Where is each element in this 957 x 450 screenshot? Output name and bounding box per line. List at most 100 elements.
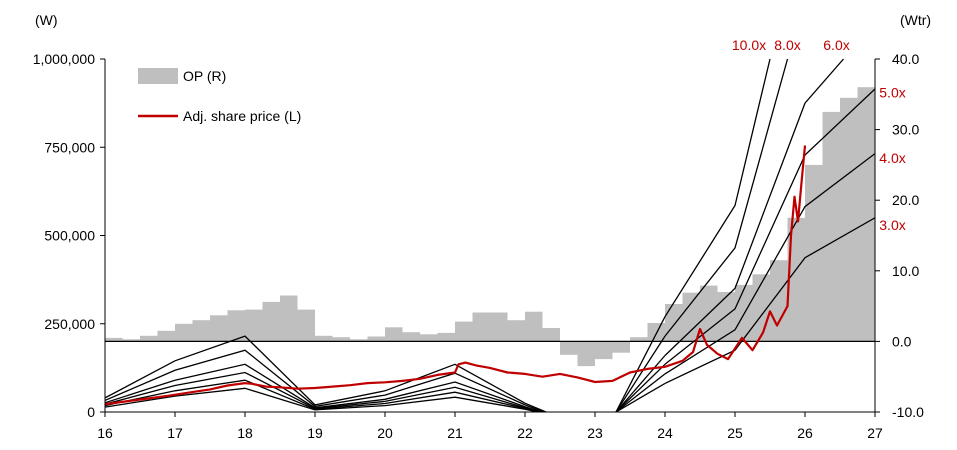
op-bar: [490, 312, 508, 342]
op-bar: [175, 323, 193, 342]
right-axis-unit: (Wtr): [900, 12, 931, 28]
legend-price-label: Adj. share price (L): [183, 108, 301, 124]
op-bar: [297, 309, 315, 342]
multiple-line-10.0x: [664, 58, 771, 318]
op-bar: [840, 97, 858, 342]
op-bar: [595, 341, 613, 360]
op-bar: [402, 332, 420, 342]
multiple-line-4.0x: [105, 379, 526, 410]
op-bar: [140, 335, 158, 342]
right-axis-ticks: -10.0 0.0 10.0 20.0 30.0 40.0: [875, 51, 924, 420]
op-bar: [630, 337, 648, 342]
x-tick-label: 24: [657, 425, 673, 441]
op-bar: [822, 111, 840, 342]
x-tick-label: 26: [797, 425, 813, 441]
left-axis-unit: (W): [35, 12, 58, 28]
multiple-label: 5.0x: [879, 85, 905, 101]
right-tick-label: 10.0: [892, 263, 919, 279]
x-tick-label: 27: [867, 425, 883, 441]
multiple-line-5.0x: [664, 88, 875, 365]
multiple-rise-segment: [615, 363, 666, 412]
op-bar: [262, 301, 280, 342]
op-bar: [437, 332, 455, 342]
legend: OP (R) Adj. share price (L): [138, 68, 301, 124]
op-bars: [105, 87, 875, 367]
op-bar: [245, 309, 263, 342]
multiple-label: 8.0x: [774, 37, 800, 53]
op-bar: [717, 292, 735, 342]
multiple-line-3.0x: [105, 387, 526, 411]
multiple-line-6.0x: [664, 58, 844, 356]
multiple-rise-segment: [615, 335, 666, 412]
multiple-label: 4.0x: [879, 150, 905, 166]
share-price-line-group: [105, 145, 807, 406]
op-bar: [332, 337, 350, 342]
op-bar: [665, 304, 683, 342]
op-bar: [105, 337, 123, 342]
left-tick-label: 750,000: [44, 139, 95, 155]
op-bar: [367, 336, 385, 342]
right-tick-label: 40.0: [892, 51, 919, 67]
left-tick-label: 500,000: [44, 228, 95, 244]
right-tick-label: -10.0: [892, 404, 924, 420]
op-bar: [385, 327, 403, 342]
op-bar: [350, 339, 368, 342]
multiple-line-4.0x: [664, 153, 875, 375]
multiple-label: 10.0x: [732, 37, 766, 53]
multiple-fall-segment: [524, 402, 547, 412]
op-bar: [560, 341, 578, 355]
left-tick-label: 250,000: [44, 316, 95, 332]
share-price-line: [105, 145, 807, 406]
op-bar: [157, 330, 175, 342]
op-bar: [315, 335, 333, 342]
multiple-line-3.0x: [664, 217, 875, 384]
x-tick-label: 25: [727, 425, 743, 441]
left-tick-label: 0: [87, 404, 95, 420]
op-bar: [647, 323, 665, 342]
legend-op-swatch: [138, 68, 178, 84]
x-tick-label: 21: [447, 425, 463, 441]
op-bar: [210, 315, 228, 342]
op-bar: [420, 334, 438, 342]
legend-op-label: OP (R): [183, 68, 226, 84]
op-bar: [542, 328, 560, 342]
right-tick-label: 0.0: [892, 333, 912, 349]
op-bar: [787, 217, 805, 342]
multiple-rise-segment: [615, 382, 666, 412]
right-tick-label: 20.0: [892, 192, 919, 208]
multiple-fall-segment: [524, 404, 545, 412]
x-axis-ticks: 16 17 18 19 20 21 22 23 24 25 26 27: [97, 412, 883, 441]
op-bar: [682, 292, 700, 342]
multiple-line-10.0x: [105, 335, 526, 406]
x-tick-label: 19: [307, 425, 323, 441]
op-bar: [612, 341, 630, 353]
op-bar: [192, 320, 210, 342]
multiple-line-8.0x: [664, 58, 789, 337]
multiple-line-5.0x: [105, 371, 526, 410]
multiple-rise-segment: [615, 373, 666, 412]
multiple-labels: 10.0x 8.0x 6.0x 5.0x 4.0x 3.0x: [732, 37, 906, 233]
multiple-line-6.0x: [105, 363, 526, 409]
x-tick-label: 18: [237, 425, 253, 441]
op-bar: [577, 341, 595, 367]
op-bar: [122, 339, 140, 342]
left-axis-ticks: 0 250,000 500,000 750,000 1,000,000: [33, 51, 105, 420]
op-bar: [455, 321, 473, 342]
op-bar: [857, 87, 875, 342]
op-bar: [472, 312, 490, 342]
op-bar: [507, 320, 525, 342]
multiple-label: 6.0x: [823, 37, 849, 53]
op-bar: [525, 311, 543, 342]
op-bar: [280, 295, 298, 342]
x-tick-label: 20: [377, 425, 393, 441]
op-bar: [227, 310, 245, 342]
x-tick-label: 16: [97, 425, 113, 441]
x-tick-label: 17: [167, 425, 183, 441]
multiple-label: 3.0x: [879, 217, 905, 233]
x-tick-label: 22: [517, 425, 533, 441]
right-tick-label: 30.0: [892, 122, 919, 138]
multiple-rise-segment: [615, 355, 666, 412]
multiple-rise-segment: [615, 316, 666, 412]
x-tick-label: 23: [587, 425, 603, 441]
